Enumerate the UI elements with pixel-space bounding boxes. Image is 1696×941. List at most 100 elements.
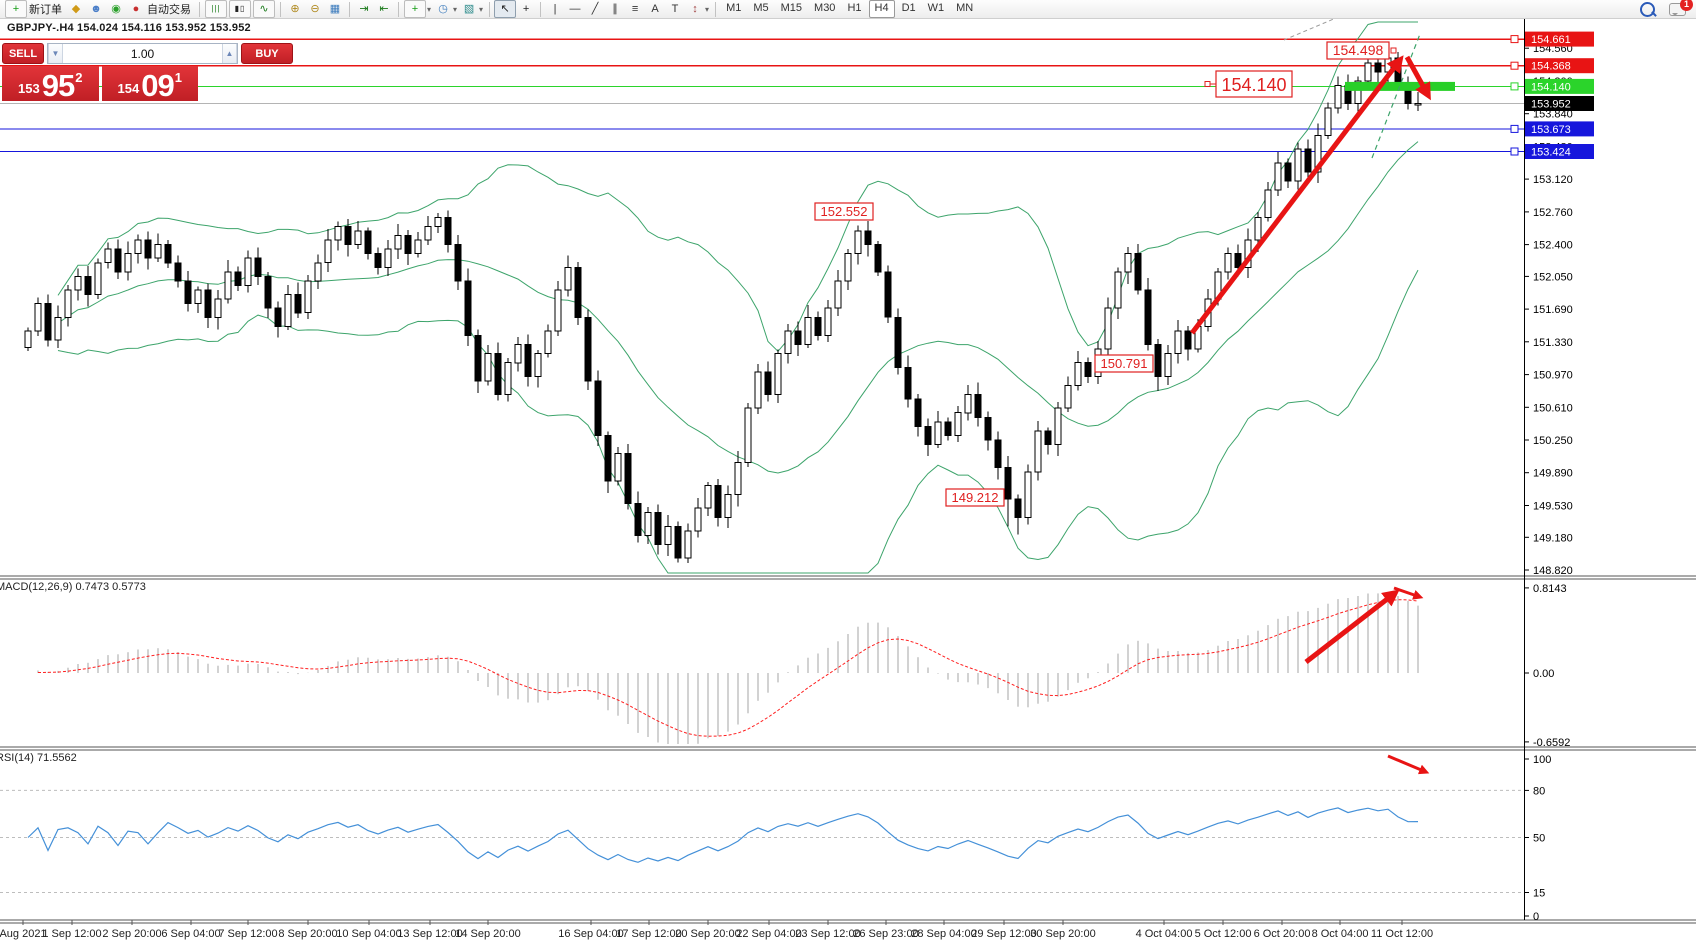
svg-text:0.00: 0.00	[1533, 668, 1554, 680]
dashed-trendline[interactable]	[1371, 33, 1421, 159]
candlestick-series	[24, 51, 1422, 564]
crosshair-icon[interactable]: +	[522, 3, 530, 15]
macd-axis: 0.8143 0.00 -0.6592	[1524, 583, 1570, 749]
svg-text:6 Oct 20:00: 6 Oct 20:00	[1254, 928, 1311, 940]
add-indicator-icon[interactable]: +	[404, 0, 426, 18]
timeframe-H1-button[interactable]: H1	[847, 2, 862, 14]
chart-shift-icon[interactable]: ⇥	[359, 3, 369, 15]
horizontal-line-icon[interactable]: ―	[569, 3, 581, 15]
add-indicator-dropdown-icon[interactable]: ▾	[427, 4, 432, 14]
text-label-icon[interactable]: T	[671, 3, 679, 15]
volume-input[interactable]	[63, 44, 222, 63]
price-annotation[interactable]: 154.498	[1326, 41, 1397, 60]
search-icon[interactable]	[1640, 1, 1655, 17]
svg-text:149.180: 149.180	[1533, 532, 1573, 544]
sell-price-display[interactable]: 153 95 2	[2, 66, 99, 101]
timeframe-M30-button[interactable]: M30	[814, 2, 836, 14]
equidistant-channel-icon[interactable]: ∥	[612, 3, 618, 15]
trend-arrow[interactable]	[1393, 586, 1424, 600]
periods-icon[interactable]: ◷	[438, 3, 448, 15]
svg-text:16 Sep 04:00: 16 Sep 04:00	[558, 928, 623, 940]
macd-signal-line	[37, 599, 1419, 737]
line-chart-icon[interactable]: ∿	[253, 0, 275, 18]
rsi-axis: 100 80 50 15 0	[1524, 754, 1551, 923]
timeframe-MN-button[interactable]: MN	[956, 2, 974, 14]
rsi-line	[27, 807, 1419, 863]
symbol-ohlc-label: GBPJPY-.H4 154.024 154.116 153.952 153.9…	[7, 22, 251, 34]
timeframe-D1-button[interactable]: D1	[901, 2, 916, 14]
zoom-out-icon[interactable]: ⊖	[310, 3, 320, 15]
auto-trading-label[interactable]: 自动交易	[147, 4, 191, 16]
price-annotation[interactable]: 150.791	[1094, 354, 1154, 373]
rsi-label: RSI(14) 71.5562	[0, 752, 77, 764]
timeframe-H4-button[interactable]: H4	[868, 0, 895, 18]
svg-text:29 Sep 12:00: 29 Sep 12:00	[971, 928, 1036, 940]
svg-text:149.890: 149.890	[1533, 468, 1573, 480]
arrows-icon[interactable]: ↕	[692, 3, 698, 15]
community-icon[interactable]: ☻	[90, 3, 102, 15]
svg-text:Aug 2021: Aug 2021	[0, 928, 47, 940]
buy-price-display[interactable]: 154 09 1	[101, 66, 198, 101]
svg-text:8 Sep 20:00: 8 Sep 20:00	[278, 928, 337, 940]
templates-dropdown-icon[interactable]: ▾	[479, 4, 484, 14]
rsi-level-lines	[0, 789, 1524, 893]
trend-arrow[interactable]	[1387, 754, 1430, 775]
volume-increase-button[interactable]: ▲	[222, 44, 237, 63]
arrows-dropdown-icon[interactable]: ▾	[705, 4, 710, 14]
chat-icon[interactable]: 1	[1669, 0, 1693, 16]
trend-arrow[interactable]	[1190, 55, 1404, 335]
candle-chart-icon[interactable]: ▮▯	[229, 0, 251, 18]
price-annotation[interactable]: 154.140	[1204, 70, 1293, 98]
svg-text:150.970: 150.970	[1533, 370, 1573, 382]
svg-text:149.212: 149.212	[952, 490, 999, 505]
sell-button[interactable]: SELL	[2, 43, 44, 64]
text-icon[interactable]: A	[651, 3, 659, 15]
cursor-icon[interactable]: ↖	[494, 0, 517, 18]
bar-chart-icon[interactable]: |||	[205, 0, 227, 18]
buy-button[interactable]: BUY	[241, 43, 293, 64]
price-annotation[interactable]: 149.212	[945, 488, 1005, 507]
auto-scroll-icon[interactable]: ⇤	[379, 3, 389, 15]
notification-badge[interactable]: 1	[1680, 0, 1693, 11]
market-depth-icon[interactable]: ◆	[71, 3, 81, 15]
svg-text:17 Sep 12:00: 17 Sep 12:00	[616, 928, 681, 940]
horizontal-line-objects[interactable]	[0, 38, 1524, 153]
buy-price-pip: 1	[174, 70, 182, 85]
svg-text:14 Sep 20:00: 14 Sep 20:00	[455, 928, 520, 940]
templates-icon[interactable]: ▧	[463, 3, 475, 15]
svg-text:100: 100	[1533, 754, 1551, 766]
price-annotation[interactable]: 152.552	[814, 202, 874, 221]
vertical-line-icon[interactable]: |	[553, 3, 557, 15]
new-order-icon[interactable]: +	[5, 0, 27, 18]
trend-arrow[interactable]	[1404, 55, 1431, 101]
timeframe-M1-button[interactable]: M1	[726, 2, 742, 14]
dashed-trendline[interactable]	[1283, 17, 1337, 41]
signals-icon[interactable]: ◉	[111, 3, 121, 15]
svg-text:154.498: 154.498	[1333, 42, 1384, 58]
svg-text:8 Oct 04:00: 8 Oct 04:00	[1312, 928, 1369, 940]
svg-text:23 Sep 12:00: 23 Sep 12:00	[795, 928, 860, 940]
auto-trading-icon[interactable]: ●	[132, 3, 140, 15]
svg-text:0: 0	[1533, 911, 1539, 923]
svg-text:154.140: 154.140	[1531, 81, 1571, 93]
periods-dropdown-icon[interactable]: ▾	[453, 4, 458, 14]
svg-text:153.840: 153.840	[1533, 109, 1573, 121]
toolbar-separator	[398, 1, 399, 17]
zoom-in-icon[interactable]: ⊕	[290, 3, 300, 15]
timeframe-M15-button[interactable]: M15	[780, 2, 803, 14]
timeframe-W1-button[interactable]: W1	[927, 2, 945, 14]
new-order-label[interactable]: 新订单	[29, 4, 62, 16]
trend-arrow[interactable]	[1304, 589, 1400, 664]
volume-decrease-button[interactable]: ▼	[48, 44, 63, 63]
timeframe-M5-button[interactable]: M5	[753, 2, 769, 14]
trendline-icon[interactable]: ╱	[591, 3, 599, 15]
one-click-trading-panel: SELL ▼ ▲ BUY 153 95 2 154 09 1	[2, 43, 293, 101]
svg-text:152.400: 152.400	[1533, 240, 1573, 252]
svg-text:20 Sep 20:00: 20 Sep 20:00	[675, 928, 740, 940]
svg-text:4 Oct 04:00: 4 Oct 04:00	[1136, 928, 1193, 940]
tile-windows-icon[interactable]: ▦	[329, 3, 341, 15]
fibonacci-icon[interactable]: ≡	[631, 3, 639, 15]
pane-separators[interactable]	[0, 575, 1696, 924]
